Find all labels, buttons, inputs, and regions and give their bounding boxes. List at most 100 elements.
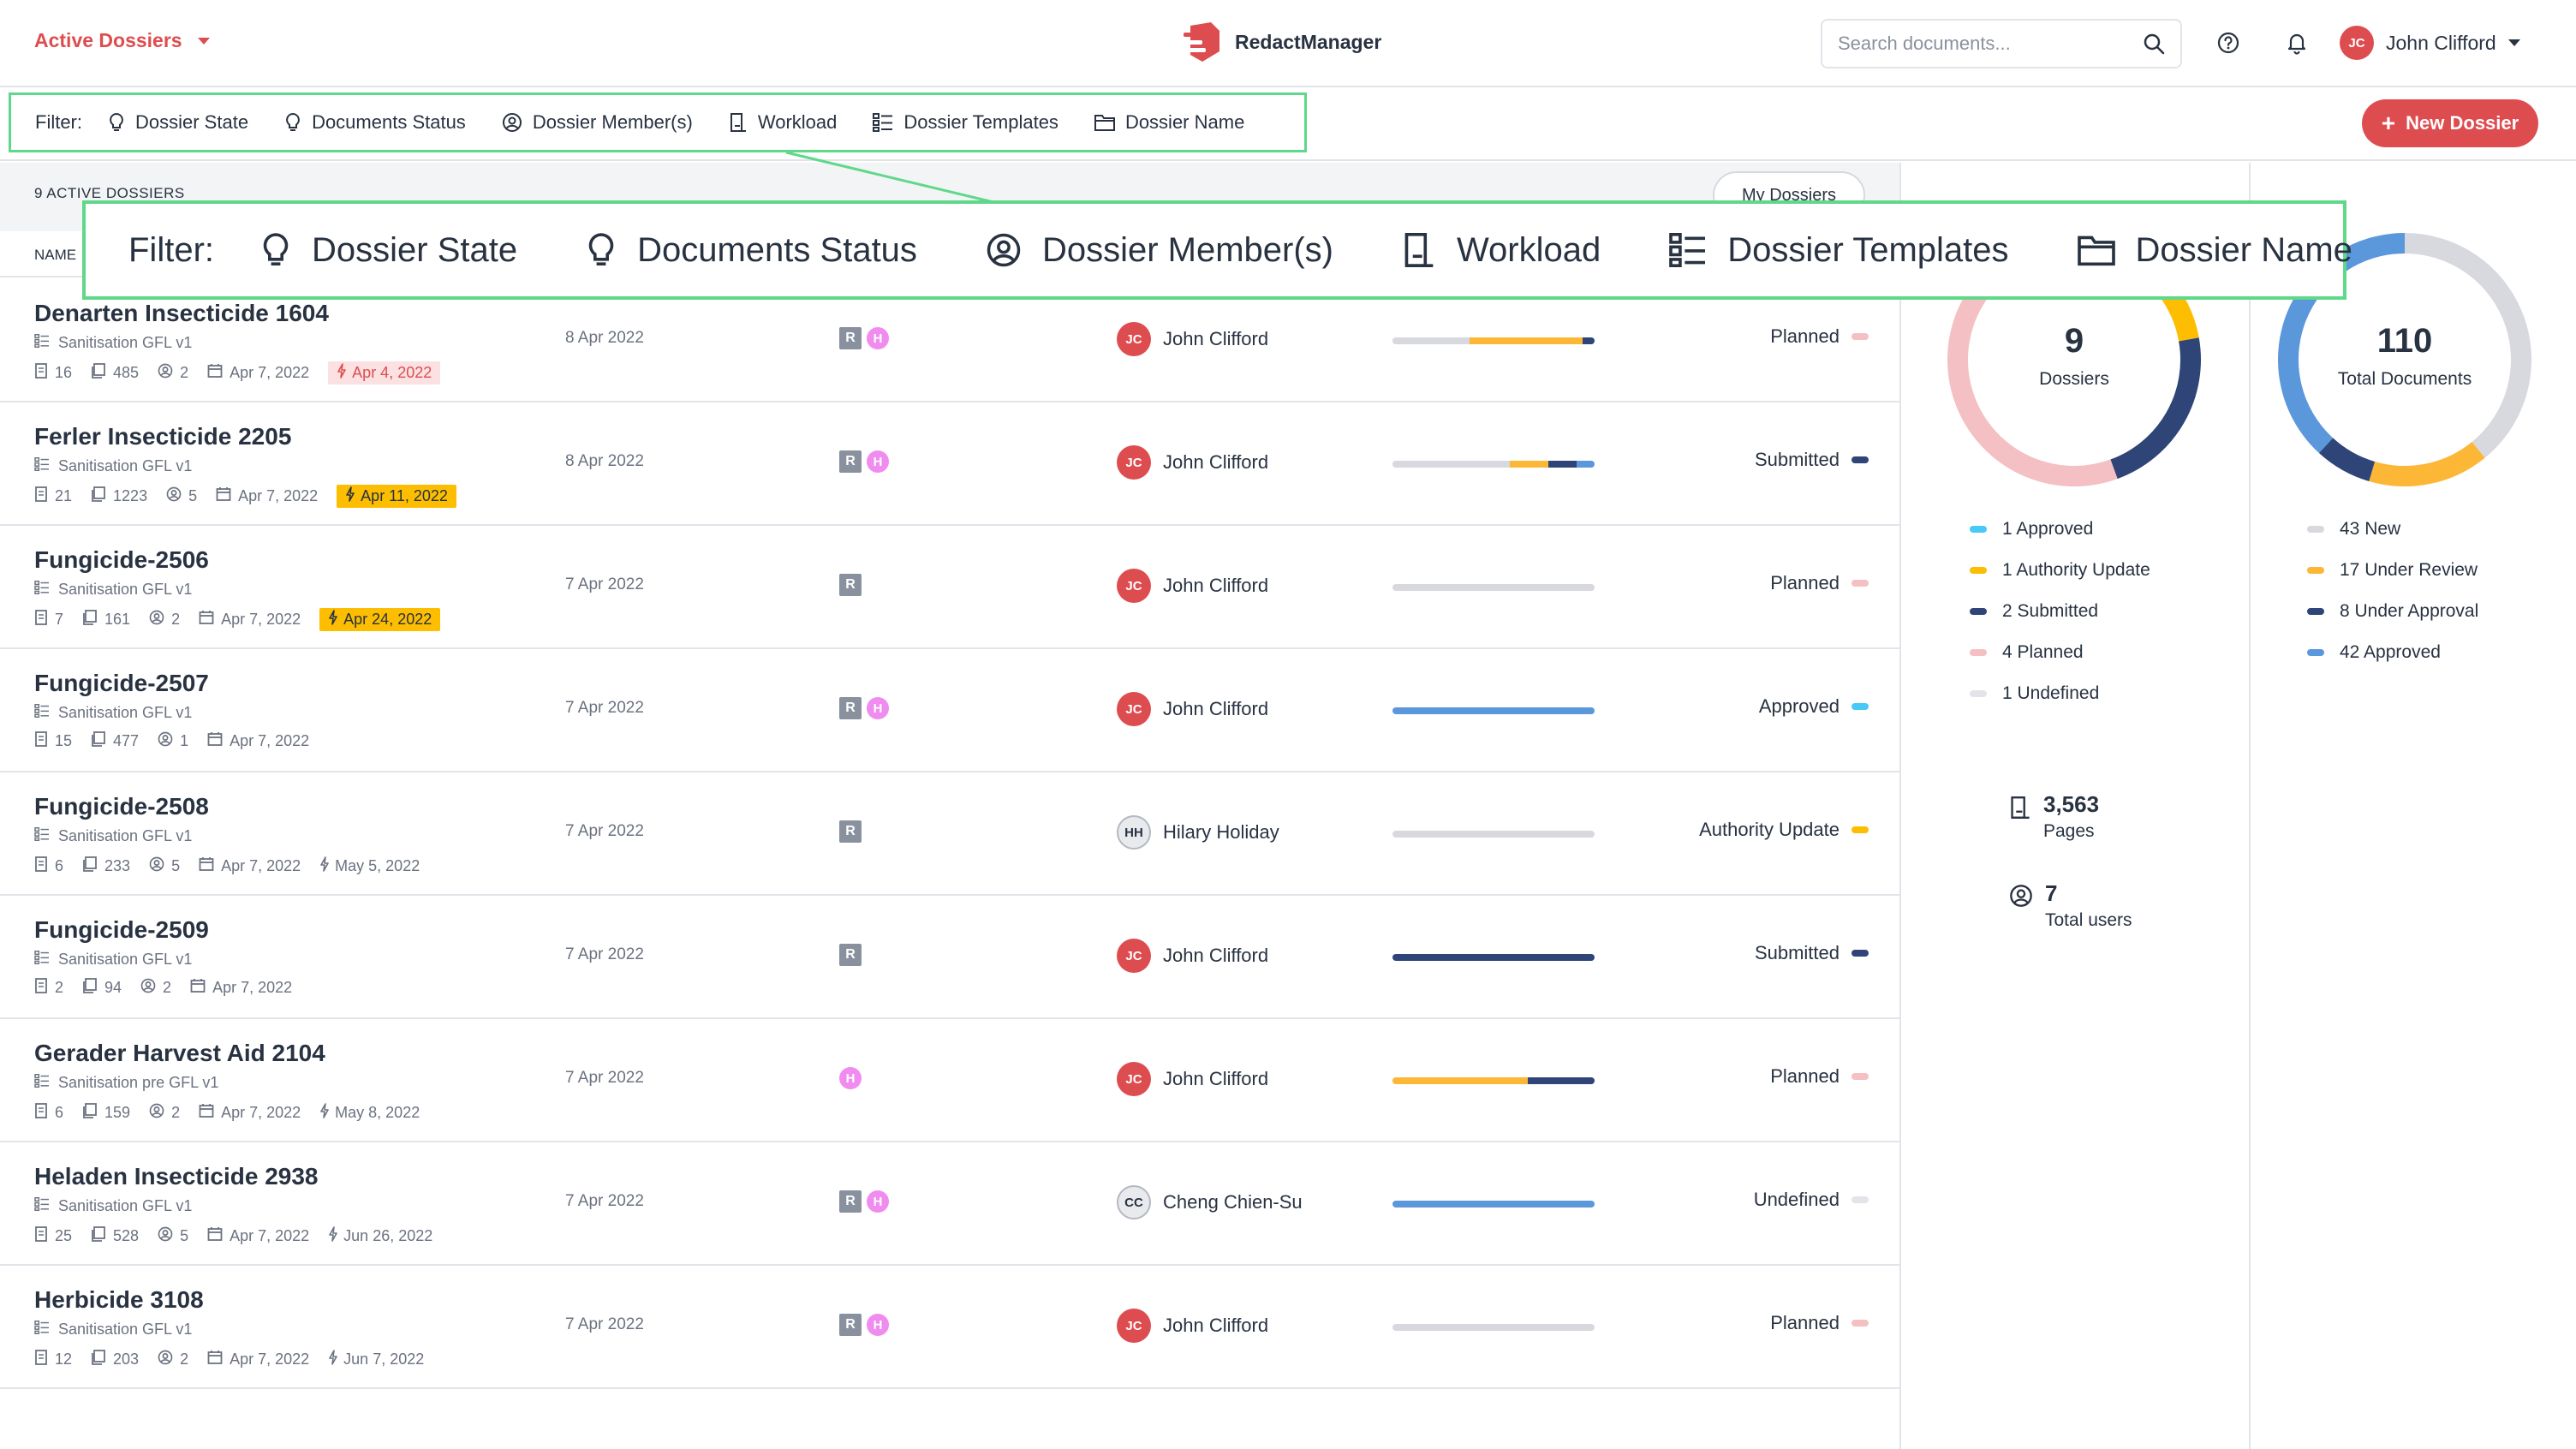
search-input[interactable] <box>1838 33 2143 55</box>
dossier-flags: R <box>839 574 862 596</box>
owner-name: John Clifford <box>1163 1068 1269 1089</box>
dossier-title[interactable]: Gerader Harvest Aid 2104 <box>34 1040 325 1066</box>
pages-count: 233 <box>104 857 131 874</box>
table-row[interactable]: Fungicide-2509 Sanitisation GFL v1 2 94 2 Apr… <box>0 896 1899 1019</box>
dossier-title[interactable]: Heladen Insecticide 2938 <box>34 1163 319 1190</box>
filter-dossier-state[interactable]: Dossier State <box>108 111 248 134</box>
dossier-flags: R <box>839 944 862 966</box>
lightbulb-icon <box>110 112 123 131</box>
legend-label: 1 Authority Update <box>2002 560 2150 580</box>
dossier-title[interactable]: Fungicide-2509 <box>34 916 209 943</box>
column-name-header[interactable]: NAME <box>34 247 77 263</box>
zoom-filter-dossier-name[interactable]: Dossier Name <box>2077 231 2352 270</box>
legend-item[interactable]: 4 Planned <box>1970 642 2150 663</box>
legend-dot <box>1970 567 1987 574</box>
pages-value: 3,563 <box>2043 791 2100 817</box>
workload-segment <box>1392 584 1595 591</box>
pages-label: Pages <box>2043 821 2095 841</box>
docs-stat: 21 <box>34 486 72 506</box>
new-dossier-button[interactable]: + New Dossier <box>2362 99 2538 147</box>
template-name: Sanitisation GFL v1 <box>58 1321 193 1338</box>
legend-item[interactable]: 43 New <box>2307 519 2478 540</box>
dossiers-total-label: Dossiers <box>2039 369 2109 389</box>
status-dot <box>1852 456 1869 463</box>
legend-item[interactable]: 17 Under Review <box>2307 560 2478 581</box>
members-stat: 1 <box>158 731 188 751</box>
zoom-filter-dossier-state[interactable]: Dossier State <box>260 231 517 270</box>
workload-segment <box>1392 461 1510 468</box>
table-row[interactable]: Ferler Insecticide 2205 Sanitisation GFL … <box>0 402 1899 526</box>
owner-name: John Clifford <box>1163 945 1269 966</box>
document-icon <box>34 1103 48 1123</box>
table-row[interactable]: Fungicide-2507 Sanitisation GFL v1 15 477 1 A… <box>0 649 1899 772</box>
table-row[interactable]: Herbicide 3108 Sanitisation GFL v1 12 203 2 A… <box>0 1266 1899 1389</box>
workload-bar <box>1392 1201 1595 1208</box>
app-logo[interactable]: RedactManager <box>1182 21 1381 63</box>
pages-stat: 161 <box>82 610 130 629</box>
table-row[interactable]: Denarten Insecticide 1604 Sanitisation GF… <box>0 279 1899 402</box>
user-icon <box>158 731 173 751</box>
filter-documents-status[interactable]: Documents Status <box>284 111 466 134</box>
zoom-filter-dossier-templates[interactable]: Dossier Templates <box>1669 230 2009 270</box>
docs-count: 6 <box>55 1104 64 1121</box>
dossier-stats: 2 94 2 Apr 7, 2022 <box>34 978 292 998</box>
zoom-filter-workload[interactable]: Workload <box>1402 231 1601 270</box>
user-menu[interactable]: JC John Clifford <box>2340 26 2520 60</box>
due-date-text: May 8, 2022 <box>335 1104 420 1121</box>
filter-dossier-members[interactable]: Dossier Member(s) <box>502 111 693 134</box>
user-icon <box>149 1103 164 1123</box>
search-icon[interactable] <box>2143 33 2165 55</box>
status-label: Planned <box>1770 572 1840 593</box>
filter-dossier-name[interactable]: Dossier Name <box>1094 111 1244 134</box>
table-row[interactable]: Fungicide-2506 Sanitisation GFL v1 7 161 2 Ap… <box>0 526 1899 649</box>
template-list-icon <box>1669 233 1706 267</box>
zoom-filter-documents-status[interactable]: Documents Status <box>586 231 917 270</box>
hint-flag: H <box>867 1314 889 1336</box>
table-row[interactable]: Gerader Harvest Aid 2104 Sanitisation pre… <box>0 1019 1899 1142</box>
owner-avatar: JC <box>1117 322 1151 356</box>
legend-item[interactable]: 8 Under Approval <box>2307 601 2478 622</box>
table-row[interactable]: Fungicide-2508 Sanitisation GFL v1 6 233 5 Ap… <box>0 772 1899 896</box>
caret-down-icon <box>197 37 210 45</box>
document-icon <box>34 731 48 751</box>
pages-count: 159 <box>104 1104 131 1121</box>
dossier-title[interactable]: Fungicide-2506 <box>34 546 209 573</box>
dossier-title[interactable]: Fungicide-2507 <box>34 670 209 696</box>
dossier-title[interactable]: Herbicide 3108 <box>34 1286 204 1313</box>
docs-count: 25 <box>55 1227 73 1244</box>
filter-dossier-templates[interactable]: Dossier Templates <box>873 111 1058 134</box>
due-date-text: Jun 7, 2022 <box>343 1351 425 1368</box>
pages-icon <box>91 1350 106 1369</box>
workload-segment <box>1509 461 1548 468</box>
table-row[interactable]: Heladen Insecticide 2938 Sanitisation GFL… <box>0 1142 1899 1266</box>
notifications-button[interactable] <box>2280 26 2314 60</box>
dossier-title[interactable]: Fungicide-2508 <box>34 793 209 820</box>
dossier-status: Planned <box>1770 325 1869 348</box>
legend-item[interactable]: 1 Approved <box>1970 519 2150 540</box>
legend-item[interactable]: 1 Authority Update <box>1970 560 2150 581</box>
dossier-title[interactable]: Denarten Insecticide 1604 <box>34 300 329 326</box>
filter-workload[interactable]: Workload <box>729 111 837 134</box>
zoom-filter-dossier-members[interactable]: Dossier Member(s) <box>986 231 1333 270</box>
search-box[interactable] <box>1821 19 2182 69</box>
members-count: 5 <box>188 487 198 504</box>
legend-item[interactable]: 2 Submitted <box>1970 601 2150 622</box>
active-dossiers-dropdown[interactable]: Active Dossiers <box>34 29 210 52</box>
legend-item[interactable]: 42 Approved <box>2307 642 2478 663</box>
created-date: 7 Apr 2022 <box>565 1192 644 1210</box>
date-text: Apr 7, 2022 <box>221 1104 301 1121</box>
help-button[interactable] <box>2211 26 2245 60</box>
donut-segment <box>2278 233 2406 454</box>
filter-label: Filter: <box>35 111 82 133</box>
user-icon <box>158 1350 173 1369</box>
filter-row-highlight: Filter: Dossier State Documents Status D… <box>9 92 1307 152</box>
status-dot <box>1852 826 1869 833</box>
dossier-title[interactable]: Ferler Insecticide 2205 <box>34 423 292 450</box>
calendar-icon <box>207 731 223 751</box>
zoom-filter-item-label: Dossier Templates <box>1727 230 2009 269</box>
legend-item[interactable]: 1 Undefined <box>1970 683 2150 704</box>
dossier-template: Sanitisation GFL v1 <box>34 581 192 599</box>
members-count: 1 <box>180 732 189 749</box>
dossiers-donut-center: 9 Dossiers <box>1946 322 2203 390</box>
